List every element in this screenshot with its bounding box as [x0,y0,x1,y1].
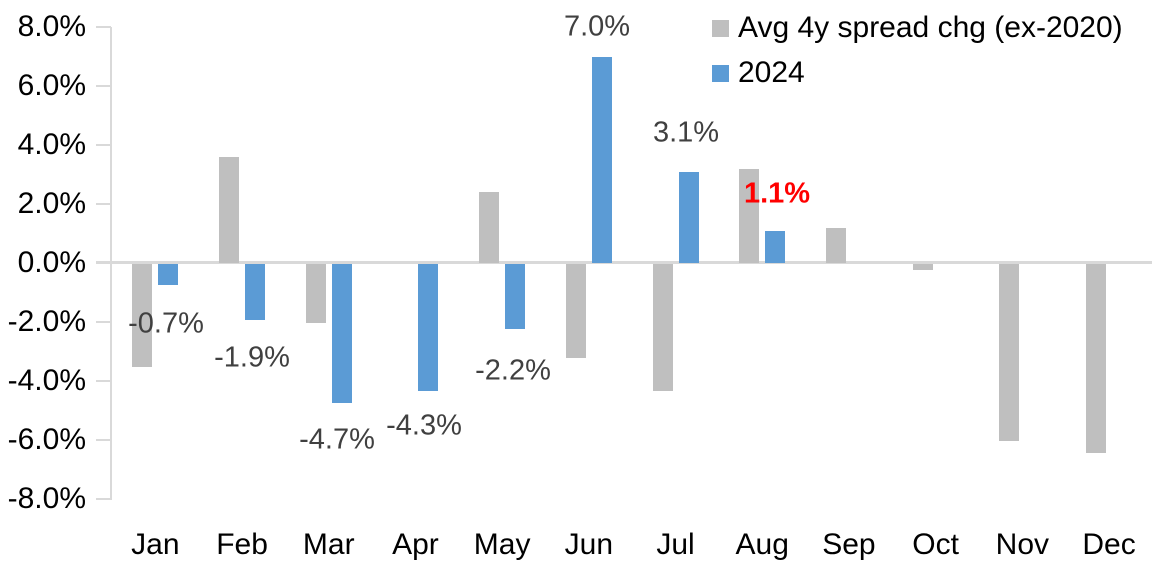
bar-2024-aug [765,230,786,263]
y-tick-label: 8.0% [17,10,86,43]
x-tick-label-apr: Apr [392,528,439,561]
legend-item-avg: Avg 4y spread chg (ex-2020) [712,11,1123,45]
y-tick-label: -6.0% [7,423,86,456]
bar-avg-sep [825,227,846,263]
bar-avg-nov [999,264,1020,441]
bar-avg-oct [912,264,933,270]
bar-avg-aug [739,168,760,263]
y-tick-mark [96,439,111,441]
bar-2024-feb [245,264,266,321]
bar-2024-mar [331,264,352,403]
bar-avg-jul [652,264,673,391]
y-tick-mark [96,380,111,382]
legend-label-2024: 2024 [738,56,805,89]
y-tick-label: -2.0% [7,305,86,338]
y-tick-mark [96,203,111,205]
y-tick-mark [96,498,111,500]
x-tick-label-jul: Jul [656,528,695,561]
x-tick-label-nov: Nov [995,528,1050,561]
legend-swatch-avg [712,19,729,37]
bar-2024-jun [591,56,612,263]
legend: Avg 4y spread chg (ex-2020) 2024 [712,11,1123,101]
bar-2024-jan [158,264,179,285]
x-tick-label-dec: Dec [1082,528,1136,561]
zero-axis-line [96,261,1152,264]
x-tick-label-mar: Mar [302,528,355,561]
data-label-2024-aug: 1.1% [743,177,811,210]
bar-avg-may [479,192,500,263]
data-label-2024-may: -2.2% [475,354,551,387]
x-tick-label-oct: Oct [912,528,959,561]
x-tick-label-jun: Jun [564,528,614,561]
legend-swatch-2024 [712,64,729,82]
y-tick-label: 4.0% [17,128,86,161]
y-tick-label: 2.0% [17,187,86,220]
data-label-2024-feb: -1.9% [214,341,290,374]
bar-avg-feb [219,156,240,263]
y-tick-mark [96,26,111,28]
bar-avg-jun [565,264,586,359]
data-label-2024-jun: 7.0% [563,10,631,43]
bar-avg-jan [132,264,153,368]
bar-avg-mar [305,264,326,323]
x-tick-label-aug: Aug [735,528,789,561]
bar-2024-jul [678,171,699,263]
data-label-2024-apr: -4.3% [386,409,462,442]
x-tick-label-jan: Jan [131,528,180,561]
x-tick-label-may: May [473,528,531,561]
y-tick-label: -8.0% [7,482,86,515]
y-tick-label: -4.0% [7,364,86,397]
bar-avg-dec [1086,264,1107,453]
x-tick-label-sep: Sep [822,528,876,561]
bar-2024-apr [418,264,439,391]
y-tick-label: 0.0% [17,246,86,279]
y-tick-mark [96,321,111,323]
data-label-2024-jul: 3.1% [652,116,720,149]
data-label-2024-mar: -4.7% [299,423,375,456]
y-tick-mark [96,144,111,146]
bar-2024-may [505,264,526,329]
data-label-2024-jan: -0.7% [128,307,204,340]
y-tick-mark [96,85,111,87]
y-tick-label: 6.0% [17,69,86,102]
x-tick-label-feb: Feb [216,528,268,561]
legend-item-2024: 2024 [712,56,1123,90]
legend-label-avg: Avg 4y spread chg (ex-2020) [738,11,1123,44]
